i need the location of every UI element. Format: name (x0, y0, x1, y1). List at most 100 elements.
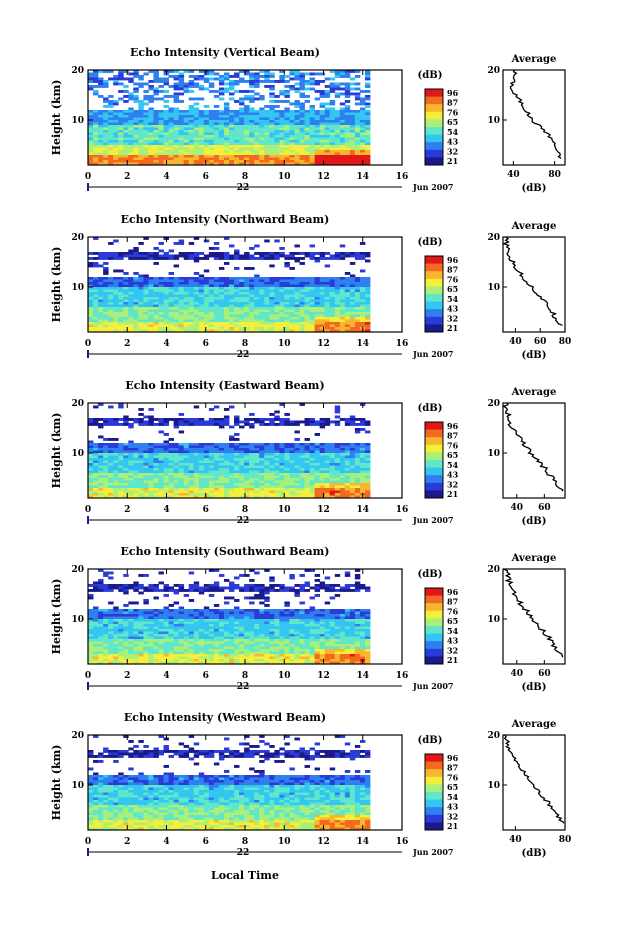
heatmap-cell (249, 155, 255, 158)
heatmap-cell (98, 403, 104, 406)
heatmap-cell (319, 127, 326, 131)
heatmap-cell (143, 420, 149, 424)
heatmap-cell (349, 495, 356, 499)
heatmap-cell (264, 282, 270, 285)
heatmap-cell (123, 155, 129, 158)
heatmap-cell (158, 453, 164, 456)
heatmap-cell (123, 284, 129, 288)
heatmap-cell (203, 448, 210, 451)
heatmap-cell (334, 309, 341, 313)
heatmap-cell (218, 287, 225, 290)
heatmap-cell (269, 470, 275, 474)
heatmap-cell (274, 319, 280, 323)
heatmap-cell (309, 294, 316, 298)
heatmap-cell (304, 312, 310, 315)
heatmap-cell (148, 145, 154, 148)
heatmap-cell (98, 130, 104, 133)
heatmap-cell (264, 120, 270, 123)
heatmap-cell (173, 147, 180, 151)
heatmap-cell (294, 420, 300, 424)
heatmap-cell (173, 307, 180, 310)
heatmap-cell (133, 112, 139, 116)
heatmap-cell (198, 302, 205, 305)
colorbar-segment (425, 490, 443, 493)
heatmap-cell (254, 317, 260, 320)
heatmap-cell (339, 319, 346, 323)
heatmap-cell (269, 463, 275, 466)
heatmap-cell (264, 85, 270, 88)
heatmap-cell (329, 142, 336, 146)
heatmap-cell (193, 418, 200, 421)
heatmap-cell (359, 478, 366, 481)
heatmap-cell (279, 127, 285, 131)
heatmap-cell (193, 277, 200, 280)
heatmap-cell (364, 127, 371, 131)
heatmap-cell (203, 468, 210, 471)
heatmap-cell (173, 327, 180, 330)
heatmap-cell (339, 102, 346, 106)
heatmap-cell (239, 468, 245, 471)
heatmap-cell (239, 162, 245, 166)
heatmap-cell (118, 157, 124, 161)
heatmap-cell (324, 453, 331, 456)
heatmap-cell (183, 137, 190, 141)
heatmap-cell (229, 324, 235, 328)
heatmap-cell (304, 120, 310, 123)
colorbar-tick-label: 96 (447, 421, 459, 431)
heatmap-cell (344, 122, 351, 126)
heatmap-cell (294, 314, 300, 318)
heatmap-cell (279, 155, 285, 158)
heatmap-cell (274, 145, 280, 148)
heatmap-cell (249, 157, 255, 161)
heatmap-cell (314, 294, 321, 298)
heatmap-cell (128, 423, 134, 426)
heatmap-cell (223, 90, 230, 93)
heatmap-cell (259, 297, 265, 300)
heatmap-cell (103, 284, 109, 288)
heatmap-cell (244, 475, 250, 479)
heatmap-cell (244, 90, 250, 93)
heatmap-cell (284, 453, 290, 456)
heatmap-cell (198, 294, 205, 298)
heatmap-cell (178, 584, 185, 587)
heatmap-cell (213, 445, 220, 449)
heatmap-cell (213, 460, 220, 464)
heatmap-cell (299, 468, 305, 471)
heatmap-cell (218, 117, 225, 121)
heatmap-cell (173, 95, 180, 98)
heatmap-cell (143, 312, 149, 315)
heatmap-cell (339, 252, 346, 255)
heatmap-cell (223, 140, 230, 143)
colorbar-segment (425, 444, 443, 448)
heatmap-cell (274, 120, 280, 123)
heatmap-cell (229, 460, 235, 464)
heatmap-cell (88, 463, 94, 466)
heatmap-cell (178, 252, 185, 255)
heatmap-cell (349, 157, 356, 161)
heatmap-cell (153, 480, 159, 484)
heatmap-cell (103, 82, 109, 86)
heatmap-cell (213, 443, 220, 446)
heatmap-cell (143, 72, 149, 76)
heatmap-cell (178, 147, 185, 151)
heatmap-cell (183, 455, 190, 459)
heatmap-cell (254, 162, 260, 166)
heatmap-cell (299, 584, 305, 587)
heatmap-cell (103, 117, 109, 121)
heatmap-cell (244, 324, 250, 328)
heatmap-cell (344, 145, 351, 148)
heatmap-cell (103, 490, 109, 494)
heatmap-cell (178, 314, 185, 318)
heatmap-cell (329, 294, 336, 298)
heatmap-cell (319, 284, 326, 288)
heatmap-cell (173, 423, 180, 426)
heatmap-cell (249, 254, 255, 258)
heatmap-cell (329, 140, 336, 143)
heatmap-cell (118, 458, 124, 461)
heatmap-cell (93, 264, 99, 268)
heatmap-cell (223, 465, 230, 469)
heatmap-cell (229, 127, 235, 131)
heatmap-cell (254, 322, 260, 325)
heatmap-cell (153, 130, 159, 133)
heatmap-cell (178, 463, 185, 466)
